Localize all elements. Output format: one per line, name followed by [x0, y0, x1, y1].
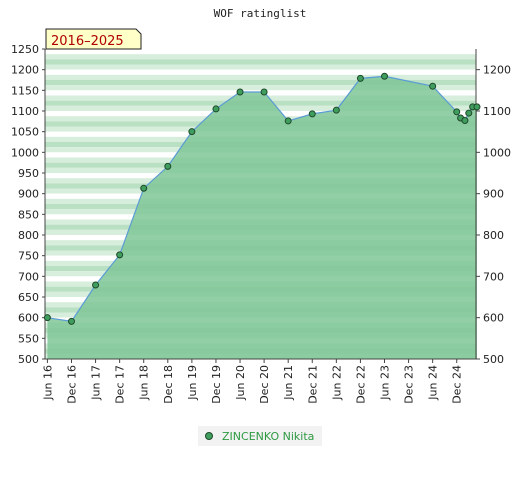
x-tick-label: Jun 18: [138, 365, 151, 401]
data-point: [140, 184, 148, 192]
x-tick-label: Dec 21: [306, 365, 319, 404]
y-tick-label-left: 550: [18, 332, 39, 345]
data-point: [236, 88, 244, 96]
y-tick-label-left: 950: [18, 167, 39, 180]
x-tick-label: Jun 22: [330, 365, 343, 401]
y-tick-label-right: 1000: [483, 146, 511, 159]
x-tick-label: Jun 17: [90, 365, 103, 401]
data-point: [164, 162, 172, 170]
y-tick-label-left: 1000: [11, 146, 39, 159]
grid-band: [45, 49, 476, 55]
data-point: [308, 110, 316, 118]
x-tick-label: Dec 24: [451, 365, 464, 404]
y-tick-label-left: 750: [18, 250, 39, 263]
y-tick-label-right: 1200: [483, 64, 511, 77]
area-fill: [47, 76, 477, 359]
y-tick-label-left: 850: [18, 208, 39, 221]
data-markers: [43, 72, 481, 325]
data-point: [212, 105, 220, 113]
y-tick-label-left: 900: [18, 188, 39, 201]
grid-band: [45, 85, 476, 91]
data-point: [473, 103, 481, 111]
x-tick-label: Jun 19: [186, 365, 199, 401]
data-point: [260, 88, 268, 96]
x-tick-label: Dec 23: [403, 365, 416, 404]
y-tick-label-left: 1100: [11, 105, 39, 118]
data-point: [284, 117, 292, 125]
data-point: [381, 72, 389, 80]
y-tick-label-left: 500: [18, 353, 39, 366]
y-tick-label-left: 650: [18, 291, 39, 304]
data-point: [453, 108, 461, 116]
x-tick-label: Jun 21: [282, 365, 295, 401]
y-tick-label-right: 500: [483, 353, 504, 366]
legend: ZINCENKO Nikita: [198, 426, 322, 446]
y-tick-label-right: 800: [483, 229, 504, 242]
chart-title: WOF ratinglist: [214, 7, 307, 20]
data-point: [429, 82, 437, 90]
grid-band: [45, 59, 476, 65]
x-tick-label: Jun 20: [234, 365, 247, 401]
y-tick-label-left: 1200: [11, 64, 39, 77]
y-tick-label-right: 900: [483, 188, 504, 201]
x-tick-label: Dec 16: [65, 365, 78, 404]
y-tick-label-left: 1150: [11, 84, 39, 97]
data-point: [92, 281, 100, 289]
grid-band: [45, 74, 476, 80]
date-range-badge: 2016–2025: [45, 28, 142, 50]
y-tick-label-right: 700: [483, 270, 504, 283]
legend-label: ZINCENKO Nikita: [222, 430, 314, 443]
data-point: [116, 251, 124, 259]
y-tick-label-left: 1250: [11, 43, 39, 56]
y-tick-label-left: 600: [18, 312, 39, 325]
y-tick-label-left: 700: [18, 270, 39, 283]
grid-band: [45, 54, 476, 60]
data-point: [43, 314, 51, 322]
y-tick-label-left: 800: [18, 229, 39, 242]
data-point: [332, 106, 340, 114]
x-tick-label: Dec 22: [354, 365, 367, 404]
legend-marker: [205, 432, 213, 440]
grid-band: [45, 69, 476, 75]
x-tick-label: Dec 17: [114, 365, 127, 404]
x-tick-label: Dec 18: [162, 365, 175, 404]
y-tick-label-left: 1050: [11, 126, 39, 139]
grid-band: [45, 80, 476, 86]
x-tick-label: Dec 20: [258, 365, 271, 404]
y-tick-label-right: 600: [483, 312, 504, 325]
data-point: [188, 128, 196, 136]
x-tick-label: Dec 19: [210, 365, 223, 404]
data-point: [461, 117, 469, 125]
x-tick-label: Jun 23: [379, 365, 392, 401]
x-tick-label: Jun 24: [427, 365, 440, 401]
date-range-label: 2016–2025: [51, 34, 124, 49]
x-tick-label: Jun 16: [41, 365, 54, 401]
grid-band: [45, 64, 476, 70]
axes: 500 550 600 650 700 750 800 850 900 950 1000 1050 11…: [11, 43, 511, 404]
data-point: [67, 317, 75, 325]
y-tick-label-right: 1100: [483, 105, 511, 118]
data-point: [465, 109, 473, 117]
data-point: [356, 74, 364, 82]
